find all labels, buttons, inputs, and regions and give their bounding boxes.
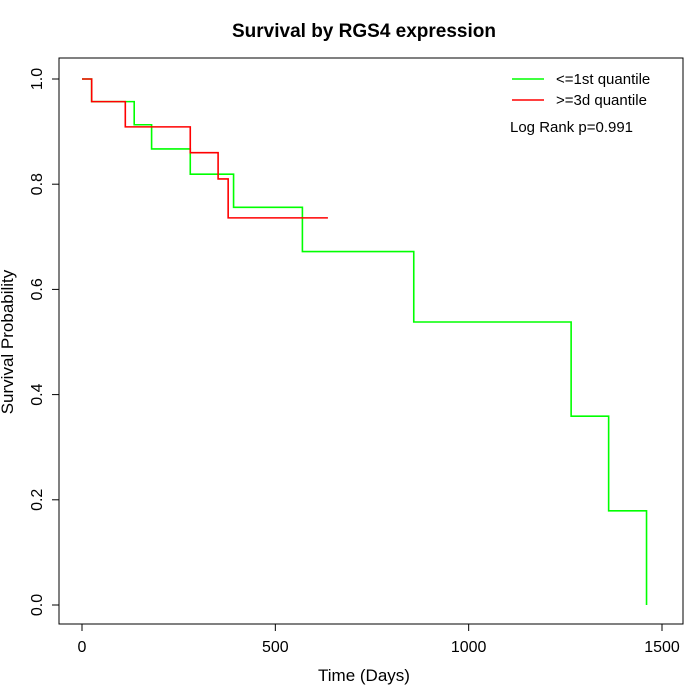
x-tick-label: 500: [262, 639, 289, 656]
x-tick-label: 0: [78, 639, 87, 656]
y-tick-label: 0.8: [29, 173, 46, 195]
survival-curve-low: [82, 78, 648, 605]
legend-label: >=3d quantile: [556, 92, 647, 109]
x-tick-label: 1000: [451, 639, 487, 656]
y-axis-label: Survival Probability: [0, 269, 17, 414]
plot-frame: [58, 57, 684, 625]
y-tick-label: 0.0: [29, 594, 46, 616]
survival-curve-high: [82, 78, 328, 219]
x-tick-label: 1500: [644, 639, 680, 656]
logrank-annotation: Log Rank p=0.991: [510, 119, 633, 136]
chart-title: Survival by RGS4 expression: [232, 21, 496, 42]
y-tick-label: 0.2: [29, 489, 46, 511]
x-axis-label: Time (Days): [318, 666, 410, 685]
legend: <=1st quantile >=3d quantile: [512, 71, 650, 109]
legend-label: <=1st quantile: [556, 71, 650, 88]
y-tick-label: 0.6: [29, 278, 46, 300]
y-tick-label: 0.4: [29, 383, 46, 405]
y-tick-label: 1.0: [29, 68, 46, 90]
